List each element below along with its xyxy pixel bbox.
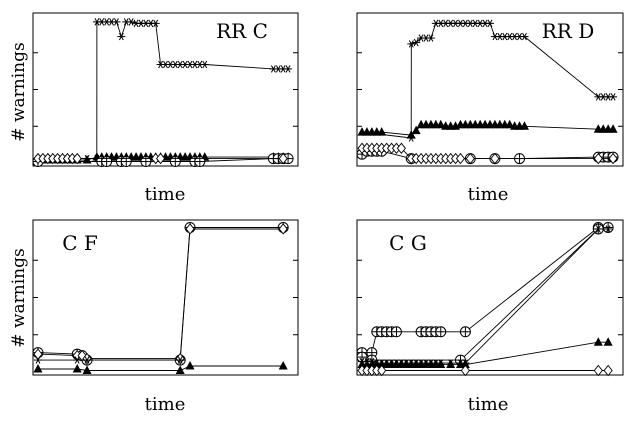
series-triangle [33, 361, 288, 375]
data-point-asterisk [604, 225, 613, 233]
data-point-circle-plus [459, 326, 471, 338]
data-point-diamond [377, 364, 387, 377]
series-asterisk [34, 356, 185, 364]
data-point-asterisk [520, 32, 529, 41]
data-point-asterisk [426, 34, 435, 42]
data-point-diamond [396, 142, 406, 155]
panel-rr-d: time RR D [356, 12, 624, 205]
x-axis-label: time [145, 394, 186, 415]
data-point-diamond [608, 152, 618, 165]
panel-c-g: time C G [356, 219, 624, 415]
data-point-asterisk [176, 356, 185, 364]
data-point-triangle [519, 121, 529, 130]
data-point-circle-plus [101, 156, 113, 168]
data-point-triangle [175, 365, 185, 375]
y-axis-label: # warnings [9, 42, 29, 141]
x-axis-label: time [468, 184, 509, 205]
data-point-triangle [603, 337, 613, 346]
data-point-circle-plus [120, 156, 132, 168]
series-triangle [357, 337, 613, 369]
x-axis-label: time [145, 184, 186, 205]
data-point-diamond [278, 223, 288, 235]
data-point-diamond [460, 364, 470, 377]
data-point-diamond [278, 152, 288, 165]
data-point-asterisk [594, 225, 603, 233]
data-point-triangle [436, 359, 446, 369]
data-point-diamond [82, 352, 92, 365]
data-point-asterisk [117, 32, 126, 41]
y-ticks [33, 52, 298, 127]
data-point-circle-plus [390, 326, 402, 338]
data-point-circle-plus [435, 326, 447, 338]
data-point-diamond [490, 152, 500, 165]
data-point-asterisk [127, 18, 136, 26]
data-point-diamond [175, 352, 185, 365]
chart-title: RR C [216, 19, 268, 43]
panel-rr-c: # warnings time RR C [9, 12, 299, 205]
data-point-triangle [411, 125, 421, 135]
data-point-asterisk [200, 60, 209, 69]
series-circle-plus [356, 221, 614, 359]
data-point-circle-plus [366, 347, 378, 359]
y-ticks [33, 259, 298, 336]
data-point-triangle [278, 361, 288, 370]
data-point-diamond [593, 364, 603, 377]
data-point-circle-plus [602, 221, 614, 233]
data-point-diamond [72, 152, 82, 165]
data-point-triangle [505, 119, 515, 129]
data-point-triangle [82, 365, 92, 375]
data-point-circle-plus [140, 156, 152, 168]
data-point-triangle [72, 364, 82, 373]
chart-title: C G [389, 231, 427, 255]
series-triangle [357, 119, 618, 139]
data-point-asterisk [112, 18, 121, 26]
y-ticks [357, 52, 623, 127]
data-point-triangle [593, 337, 603, 346]
panel-c-f: # warnings time C F [9, 219, 299, 415]
chart-title: C F [62, 231, 98, 255]
data-point-diamond [185, 223, 195, 235]
chart-title: RR D [542, 19, 595, 43]
data-point-triangle [377, 127, 387, 136]
data-point-triangle [436, 119, 446, 129]
data-point-triangle [460, 359, 470, 369]
y-ticks [357, 259, 623, 336]
series-line [361, 150, 614, 160]
data-point-triangle [608, 124, 618, 133]
x-axis-label: time [468, 394, 509, 415]
data-point-circle-plus [169, 156, 181, 168]
data-point-diamond [455, 152, 466, 165]
data-point-diamond [603, 364, 613, 377]
data-point-diamond [593, 152, 603, 165]
data-point-asterisk [151, 19, 160, 28]
data-point-asterisk [83, 356, 92, 364]
series-line [362, 341, 609, 366]
data-point-asterisk [34, 356, 42, 364]
y-axis-label: # warnings [9, 248, 29, 347]
data-point-asterisk [486, 19, 494, 28]
data-point-triangle [446, 359, 456, 369]
series-diamond [357, 364, 613, 377]
data-point-diamond [156, 152, 166, 165]
data-point-triangle [406, 130, 416, 139]
data-point-asterisk [407, 40, 416, 48]
series-diamond [357, 142, 618, 165]
data-point-asterisk [284, 65, 293, 73]
series-line [38, 365, 284, 371]
data-point-asterisk [609, 93, 618, 101]
data-point-asterisk [73, 356, 82, 364]
data-point-asterisk [412, 38, 421, 47]
data-point-diamond [465, 152, 475, 165]
data-point-triangle [33, 364, 43, 373]
series-diamond [33, 152, 288, 165]
data-point-triangle [185, 361, 195, 370]
data-point-circle-plus [194, 156, 206, 168]
